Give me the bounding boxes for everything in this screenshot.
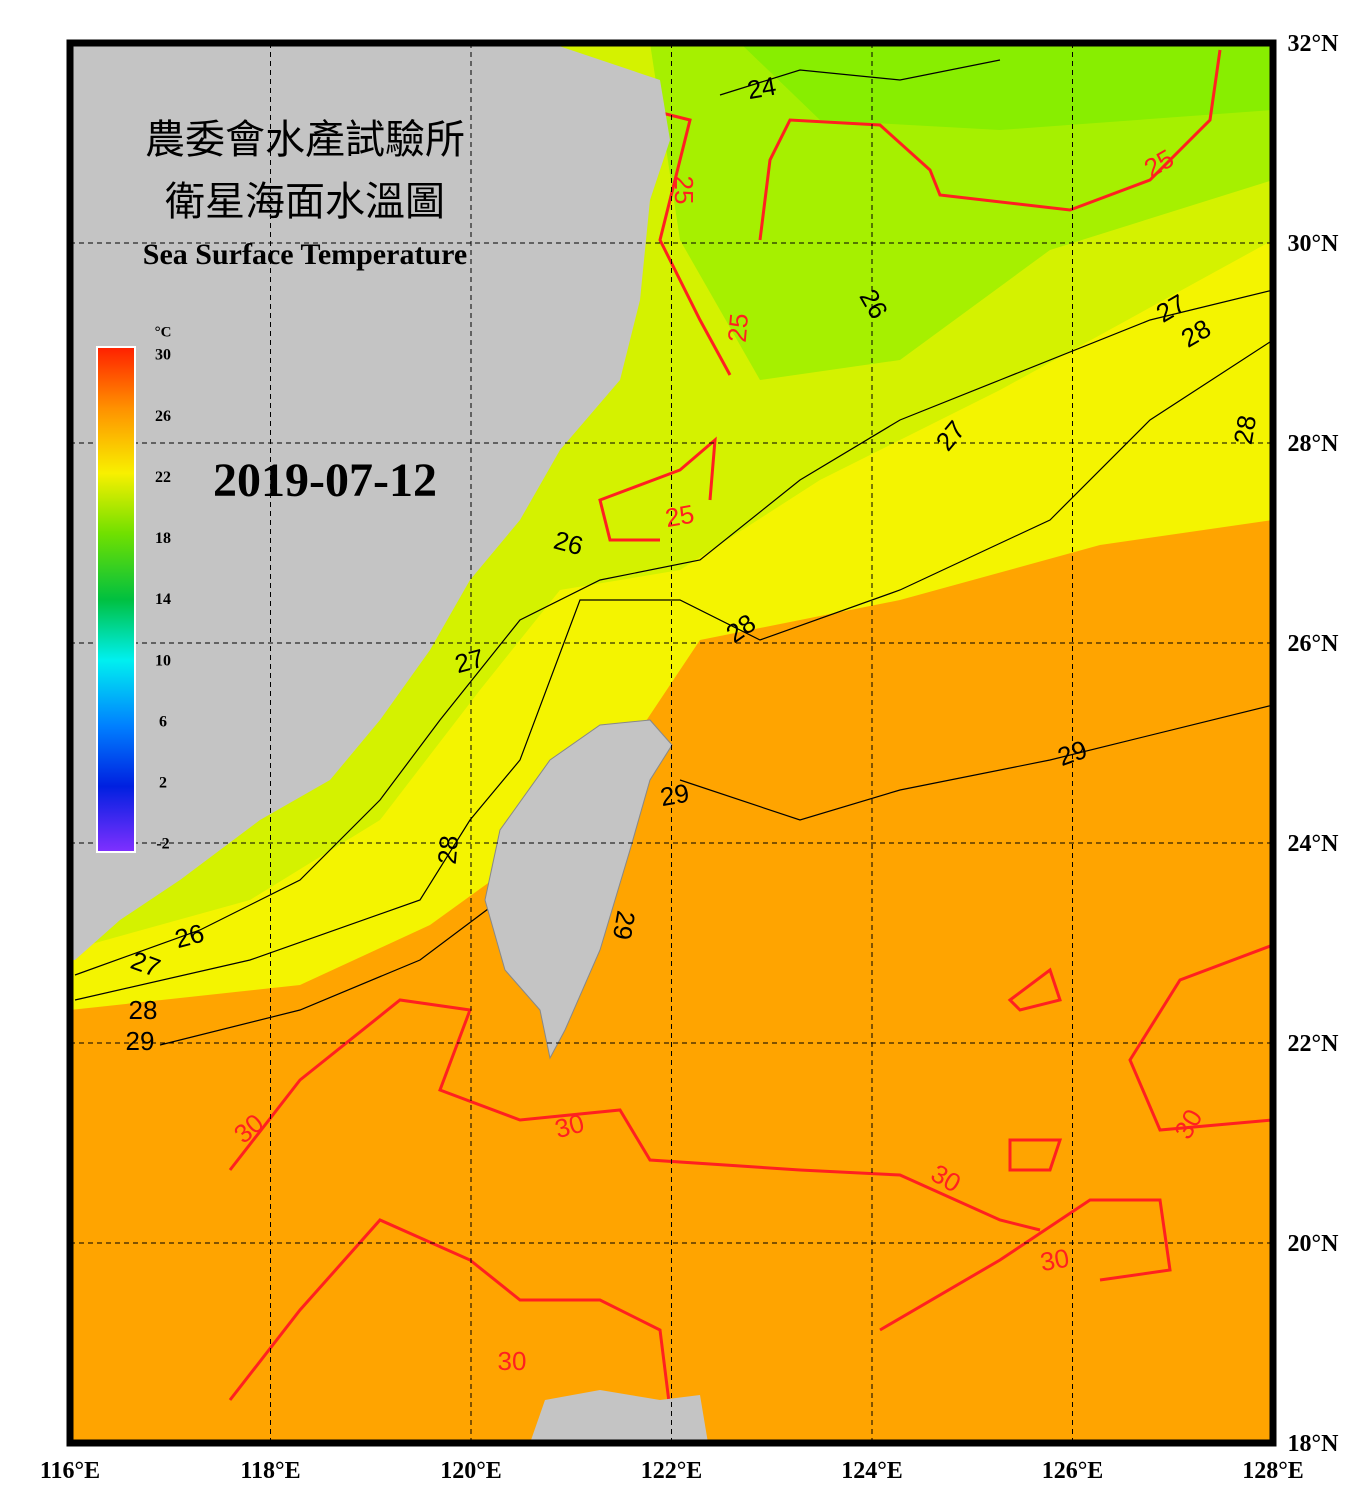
mainland: [70, 43, 670, 960]
x-tick-label: 128°E: [1242, 1458, 1304, 1484]
colorbar-tick-label: 18: [155, 530, 171, 547]
contour-label: 28: [129, 995, 158, 1025]
contour-label: 29: [658, 778, 692, 813]
colorbar-tick-label: 2: [159, 775, 167, 792]
graticule: [70, 43, 1273, 1443]
colorbar-tick-label: 10: [155, 652, 171, 669]
cold-sea: [650, 43, 1273, 380]
coldest-sea: [740, 43, 1273, 130]
colorbar-tick-label: 26: [155, 408, 171, 425]
x-tick-label: 122°E: [641, 1458, 703, 1484]
map-frame: [66, 39, 1277, 1447]
y-tick-label: 18°N: [1288, 1431, 1340, 1457]
y-tick-label: 30°N: [1288, 231, 1340, 257]
contour-label: 25: [669, 176, 699, 205]
y-tick-label: 22°N: [1288, 1031, 1340, 1057]
y-tick-label: 28°N: [1288, 431, 1340, 457]
contour-label: 30: [498, 1346, 527, 1376]
x-tick-label: 126°E: [1042, 1458, 1104, 1484]
contour-label: 28: [1228, 413, 1263, 447]
y-tick-label: 32°N: [1288, 31, 1340, 57]
contour-label: 25: [663, 499, 697, 534]
contour-label: 25: [722, 312, 754, 343]
colorbar-unit: °C: [155, 324, 172, 340]
colorbar: [96, 346, 136, 853]
contour-label: 29: [126, 1026, 155, 1056]
x-tick-label: 116°E: [40, 1458, 100, 1484]
contour-label: 24: [745, 71, 779, 106]
title: 農委會水產試驗所: [145, 117, 465, 163]
x-tick-label: 124°E: [841, 1458, 903, 1484]
english-title: Sea Surface Temperature: [143, 238, 467, 271]
luzon: [530, 1390, 708, 1443]
colorbar-tick-label: 6: [159, 713, 167, 730]
contour-label: 30: [1038, 1243, 1072, 1278]
y-tick-label: 20°N: [1288, 1231, 1340, 1257]
red-contours: [228, 49, 1273, 1411]
date: 2019-07-12: [213, 454, 437, 507]
x-tick-label: 120°E: [440, 1458, 502, 1484]
black-contours: [74, 59, 1273, 1046]
colorbar-tick-label: -2: [156, 836, 169, 853]
colorbar-tick-label: 30: [155, 347, 171, 364]
contour-label: 29: [607, 909, 642, 943]
x-tick-label: 118°E: [240, 1458, 300, 1484]
colorbar-tick-label: 22: [155, 469, 171, 486]
y-tick-label: 24°N: [1288, 831, 1340, 857]
colorbar-tick-label: 14: [155, 591, 171, 608]
subtitle: 衛星海面水溫圖: [165, 179, 445, 225]
taiwan: [484, 719, 673, 1060]
y-tick-label: 26°N: [1288, 631, 1340, 657]
contour-label: 28: [432, 834, 464, 865]
